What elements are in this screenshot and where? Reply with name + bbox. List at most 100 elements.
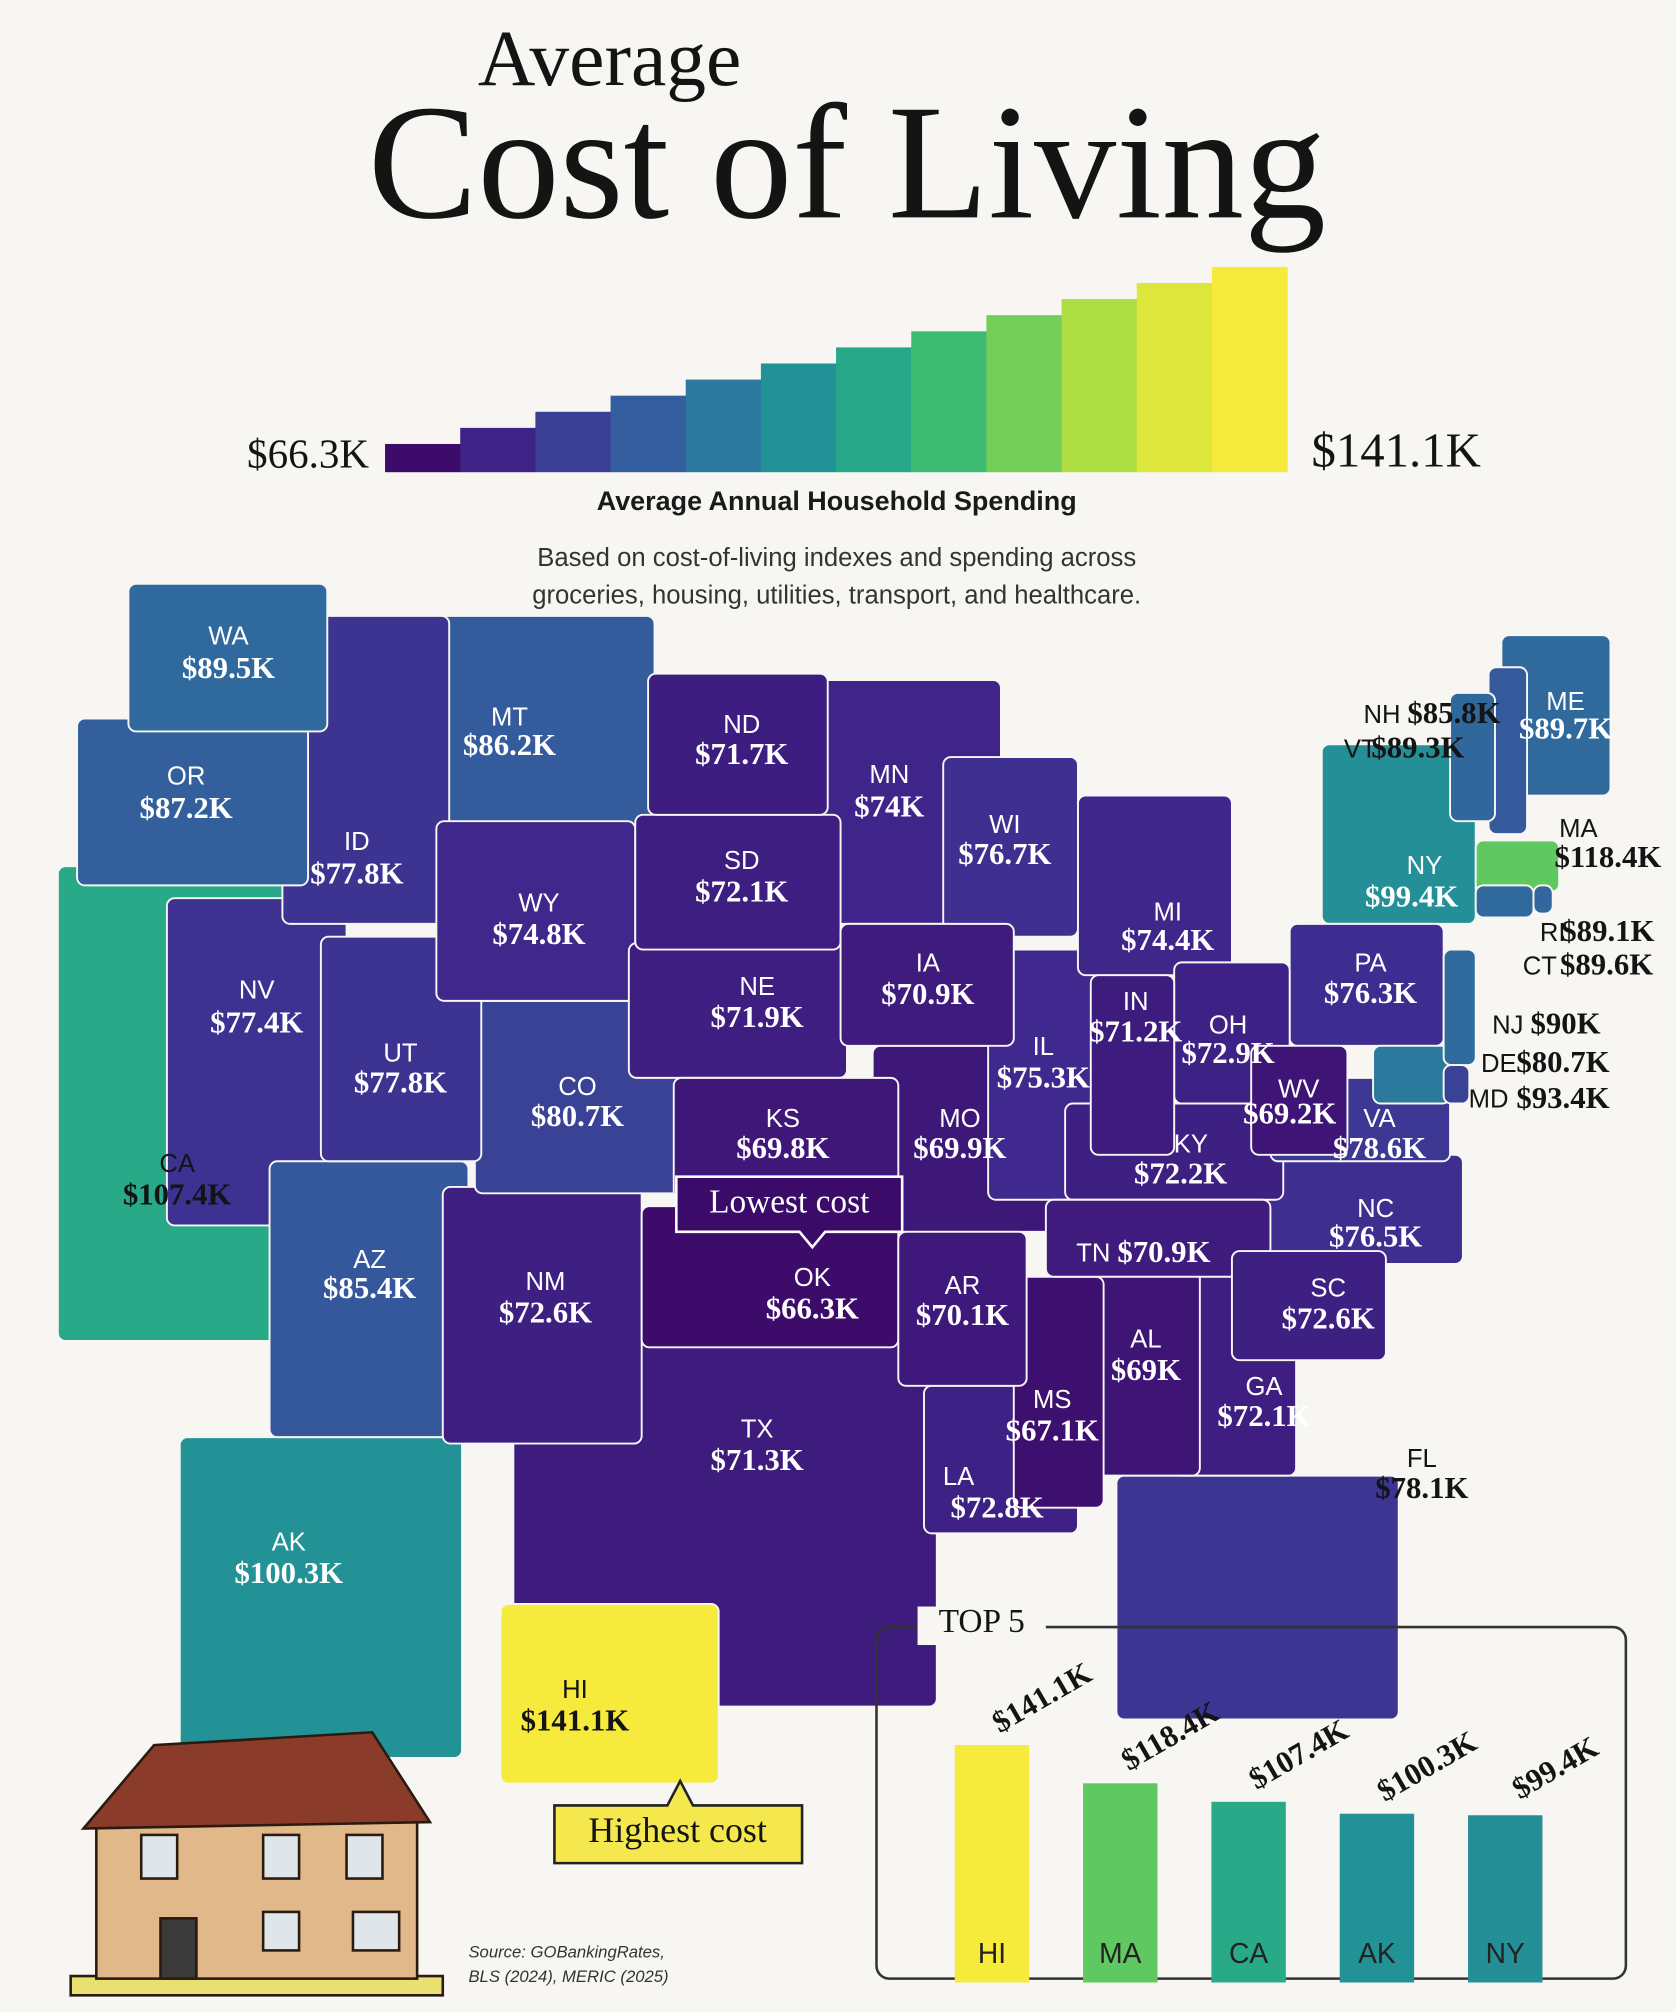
state-value: $69K xyxy=(1111,1353,1181,1387)
window xyxy=(345,1833,384,1880)
state-value: $69.8K xyxy=(736,1131,829,1165)
state-code: VA xyxy=(1363,1105,1396,1133)
state-code: SD xyxy=(724,847,760,875)
state-value: $71.3K xyxy=(711,1443,804,1477)
state-value: $89.5K xyxy=(182,651,275,685)
window xyxy=(351,1910,401,1952)
state xyxy=(1115,1474,1400,1721)
door xyxy=(159,1917,198,1980)
state-value: $86.2K xyxy=(463,728,556,762)
state-value: $76.5K xyxy=(1329,1220,1422,1254)
state-code: MD xyxy=(1469,1086,1509,1114)
top5-title: TOP 5 xyxy=(939,1603,1025,1640)
callout-box xyxy=(675,1175,904,1250)
title: Cost of Living xyxy=(368,71,1326,253)
state-value: $74K xyxy=(854,790,924,824)
state xyxy=(1532,884,1554,915)
state-code: MT xyxy=(491,703,528,731)
state-value: $72.6K xyxy=(499,1295,592,1329)
subtitle: Based on cost-of-living indexes and spen… xyxy=(537,544,1136,572)
bar xyxy=(1339,1813,1415,1983)
state-code: NC xyxy=(1357,1195,1394,1223)
annotation: Highest cost xyxy=(588,1810,767,1850)
state xyxy=(647,672,829,816)
roof xyxy=(80,1730,433,1830)
state xyxy=(839,922,1015,1047)
state-code: NH xyxy=(1364,701,1401,729)
state-code: FL xyxy=(1407,1445,1437,1473)
state-value: $72.6K xyxy=(1282,1302,1375,1336)
callout-box xyxy=(553,1778,804,1865)
state-code: LA xyxy=(943,1463,975,1491)
supertitle: Average xyxy=(478,15,742,103)
state-code: TN xyxy=(1076,1240,1110,1268)
map xyxy=(56,582,1612,1785)
annotation: Lowest cost xyxy=(709,1184,870,1221)
bar xyxy=(1211,1801,1286,1983)
state-code: DE xyxy=(1481,1050,1517,1078)
state-value: $74.8K xyxy=(492,917,585,951)
window xyxy=(261,1833,301,1880)
legend-step xyxy=(460,427,537,473)
legend-step xyxy=(1211,266,1288,473)
state-code: OH xyxy=(1209,1011,1247,1039)
state xyxy=(1230,1250,1387,1362)
state-code: MS xyxy=(1033,1386,1071,1414)
state-value: $107.4K xyxy=(123,1177,232,1211)
state-code: AL xyxy=(1130,1326,1161,1354)
state-value: $75.3K xyxy=(997,1060,1090,1094)
state-code: NY xyxy=(1407,852,1443,880)
state xyxy=(1449,691,1496,823)
state-value: $87.2K xyxy=(140,791,233,825)
state-code: HI xyxy=(562,1676,588,1704)
state-value: $141.1K xyxy=(521,1703,630,1737)
state-code: NJ xyxy=(1492,1011,1523,1039)
state-value: $72.2K xyxy=(1134,1157,1227,1191)
state-value: $89.3K xyxy=(1371,731,1464,765)
state xyxy=(1474,884,1535,919)
bar-category: CA xyxy=(1229,1937,1268,1969)
highest-cost-callout: Highest cost xyxy=(553,1778,804,1865)
legend-step xyxy=(911,331,988,473)
state-code: ID xyxy=(344,828,370,856)
bar xyxy=(1468,1815,1543,1983)
bar-category: NY xyxy=(1486,1937,1525,1969)
state-code: WY xyxy=(518,889,559,917)
state-value: $78.6K xyxy=(1333,1131,1426,1165)
legend-step xyxy=(535,411,612,473)
bar-category: AK xyxy=(1358,1937,1396,1969)
state-value: $70.9K xyxy=(881,977,974,1011)
state-value: $76.3K xyxy=(1324,976,1417,1010)
state xyxy=(1372,1044,1452,1105)
state-value: $99.4K xyxy=(1365,880,1458,914)
state-code: WI xyxy=(989,811,1020,839)
state-value: $89.1K xyxy=(1561,914,1654,948)
state-value: $69.9K xyxy=(913,1131,1006,1165)
state-value: $93.4K xyxy=(1516,1081,1609,1115)
state-code: IN xyxy=(1123,988,1149,1016)
state-value: $77.4K xyxy=(210,1005,303,1039)
state-value: $74.4K xyxy=(1121,923,1214,957)
bar-category: MA xyxy=(1099,1937,1142,1969)
bar xyxy=(954,1745,1030,1983)
state-value: $77.8K xyxy=(310,856,403,890)
state-value: $72.1K xyxy=(1217,1399,1310,1433)
legend-min-label: $66.3K xyxy=(247,431,369,477)
state-code: NV xyxy=(239,977,275,1005)
state-value: $77.8K xyxy=(354,1066,447,1100)
state xyxy=(1044,1198,1272,1278)
state-code: AK xyxy=(272,1528,306,1556)
state xyxy=(1442,948,1477,1066)
state-value: $69.2K xyxy=(1243,1096,1336,1130)
legend-title: Average Annual Household Spending xyxy=(597,486,1077,516)
state-code: OK xyxy=(794,1264,831,1292)
state-value: $66.3K xyxy=(766,1291,859,1325)
legend-step xyxy=(760,363,837,473)
legend-max-label: $141.1K xyxy=(1312,424,1481,478)
state xyxy=(499,1602,720,1785)
state-code: WA xyxy=(208,623,249,651)
source: BLS (2024), MERIC (2025) xyxy=(468,1967,668,1986)
state-code: NE xyxy=(739,973,775,1001)
state-code: AZ xyxy=(353,1246,386,1274)
state xyxy=(1474,839,1561,893)
